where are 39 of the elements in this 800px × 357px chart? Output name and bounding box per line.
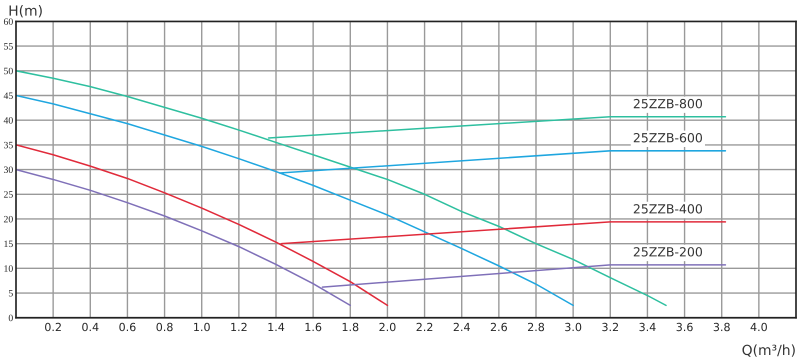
y-tick-label: 35 [4,142,13,148]
x-tick-label: 3.8 [714,322,730,332]
x-tick-label: 1.0 [194,322,210,332]
series-label: 25ZZB-400 [634,204,702,214]
series-label: 25ZZB-200 [634,247,702,257]
y-tick-label: 5 [8,290,13,297]
y-tick-label: 45 [4,92,13,99]
y-tick-label: 15 [4,240,13,248]
y-tick-label: 60 [4,18,13,25]
x-tick-label: 1.2 [231,322,247,332]
x-tick-label: 3.6 [676,322,693,332]
x-tick-label: 2.8 [528,322,544,332]
y-axis-title: H(m) [10,5,42,18]
x-tick-label: 3.2 [602,322,618,332]
x-tick-label: 1.8 [342,322,358,332]
series-label: 25ZZB-600 [634,133,702,142]
x-tick-label: 1.4 [268,322,284,332]
x-tick-label: 0.2 [45,322,61,332]
x-tick-label: 3.4 [639,322,656,332]
y-tick-label: 30 [4,166,13,174]
y-tick-label: 10 [4,265,13,272]
x-axis-title: Q(m³/h) [742,344,795,357]
y-tick-label: 25 [4,191,13,198]
series-label: 25ZZB-800 [634,98,702,108]
x-tick-label: 2.6 [490,322,507,332]
y-tick-label: 40 [4,117,13,124]
x-tick-label: 1.6 [306,322,322,332]
y-tick-label: 50 [4,68,13,74]
y-tick-label: 0 [8,314,13,322]
x-tick-label: 0.6 [119,322,136,332]
x-tick-label: 2.0 [379,322,396,332]
x-tick-label: 3.0 [565,322,582,332]
y-tick-label: 20 [4,216,13,222]
x-tick-label: 0.4 [82,322,98,332]
x-tick-label: 0.8 [156,322,173,332]
x-tick-label: 2.4 [454,322,470,332]
x-tick-label: 2.2 [416,322,432,332]
x-tick-label: 4.0 [750,322,767,332]
y-tick-label: 55 [4,43,13,50]
